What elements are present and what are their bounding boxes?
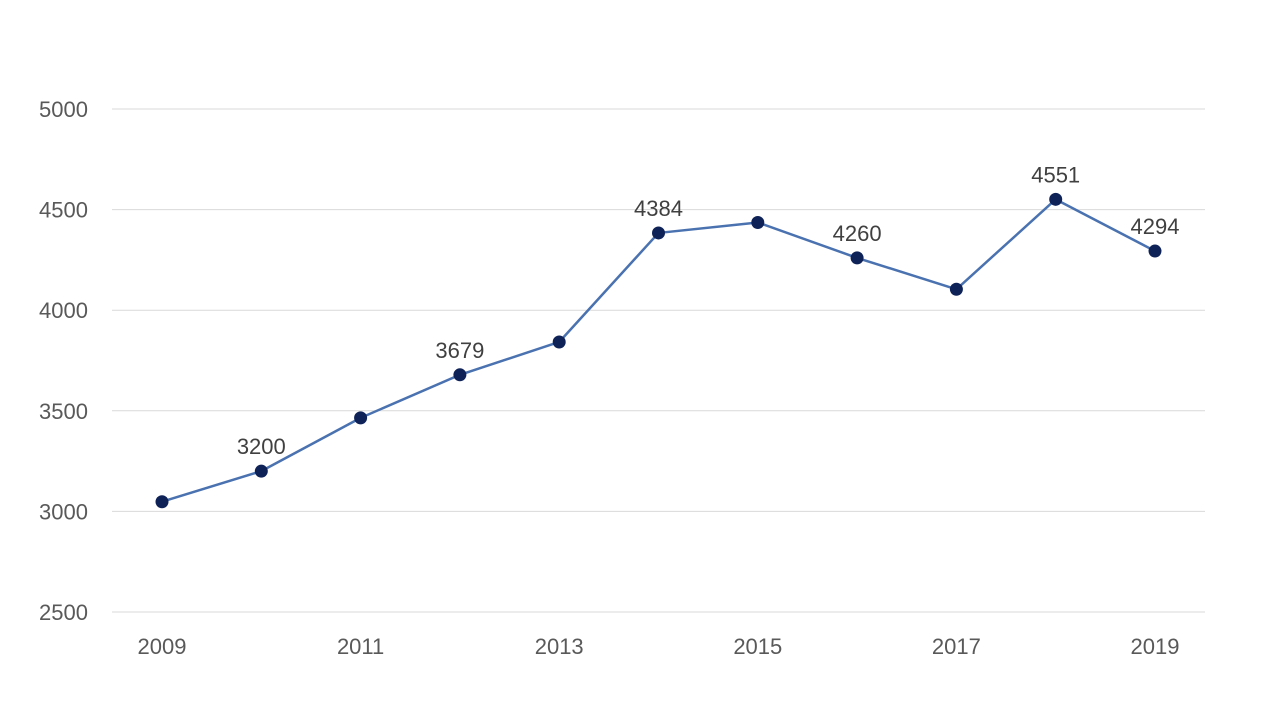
x-tick-label: 2009 bbox=[138, 634, 187, 659]
data-label-2014: 4384 bbox=[634, 196, 683, 221]
data-point-2013 bbox=[552, 335, 566, 349]
data-point-2010 bbox=[254, 464, 268, 478]
data-point-2019 bbox=[1148, 244, 1162, 258]
data-point-2018 bbox=[1049, 192, 1063, 206]
y-axis-tick-labels: 2500 3000 3500 4000 4500 5000 bbox=[39, 97, 88, 625]
series-group bbox=[155, 192, 1162, 509]
x-tick-label: 2019 bbox=[1131, 634, 1180, 659]
data-point-2012 bbox=[453, 368, 467, 382]
data-label-2018: 4551 bbox=[1031, 162, 1080, 187]
data-labels: 3200 3679 4384 4260 4551 4294 bbox=[237, 162, 1180, 459]
data-point-2017 bbox=[949, 282, 963, 296]
x-tick-label: 2011 bbox=[337, 634, 384, 659]
data-label-2016: 4260 bbox=[833, 221, 882, 246]
data-point-2009 bbox=[155, 495, 169, 509]
x-tick-label: 2015 bbox=[733, 634, 782, 659]
y-tick-label: 3000 bbox=[39, 499, 88, 524]
data-point-2016 bbox=[850, 251, 864, 265]
data-point-2015 bbox=[751, 215, 765, 229]
data-point-2014 bbox=[652, 226, 665, 240]
data-label-2012: 3679 bbox=[435, 338, 484, 363]
y-tick-label: 4000 bbox=[39, 298, 88, 323]
y-tick-label: 4500 bbox=[39, 198, 88, 223]
data-label-2010: 3200 bbox=[237, 434, 286, 459]
y-tick-label: 2500 bbox=[39, 600, 88, 625]
y-tick-label: 3500 bbox=[39, 399, 88, 424]
data-point-2011 bbox=[354, 411, 368, 425]
grid-lines bbox=[112, 108, 1205, 613]
data-label-2019: 4294 bbox=[1131, 214, 1180, 239]
x-axis-tick-labels: 2009 2011 2013 2015 2017 2019 bbox=[138, 634, 1180, 659]
x-tick-label: 2013 bbox=[535, 634, 584, 659]
x-tick-label: 2017 bbox=[932, 634, 981, 659]
y-tick-label: 5000 bbox=[39, 97, 88, 122]
series-line bbox=[160, 198, 1157, 503]
